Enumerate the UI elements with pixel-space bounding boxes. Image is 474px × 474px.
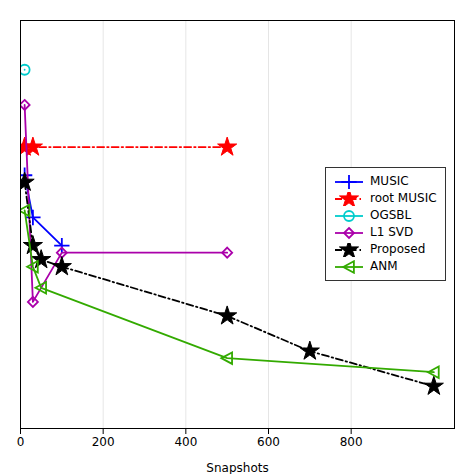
svg-text:600: 600	[257, 435, 280, 449]
html-text:Proposed: Proposed	[370, 242, 426, 256]
svg-text:800: 800	[340, 435, 363, 449]
svg-text:400: 400	[174, 435, 197, 449]
html-text:L1 SVD: L1 SVD	[370, 225, 414, 239]
svg-text:0: 0	[17, 435, 25, 449]
html-text:MUSIC: MUSIC	[370, 174, 409, 188]
svg-text:Snapshots: Snapshots	[206, 461, 268, 474]
html-text:OGSBL: OGSBL	[370, 208, 412, 222]
html-text:root MUSIC: root MUSIC	[370, 191, 437, 205]
svg-text:200: 200	[92, 435, 115, 449]
html-text:ANM: ANM	[370, 259, 398, 273]
